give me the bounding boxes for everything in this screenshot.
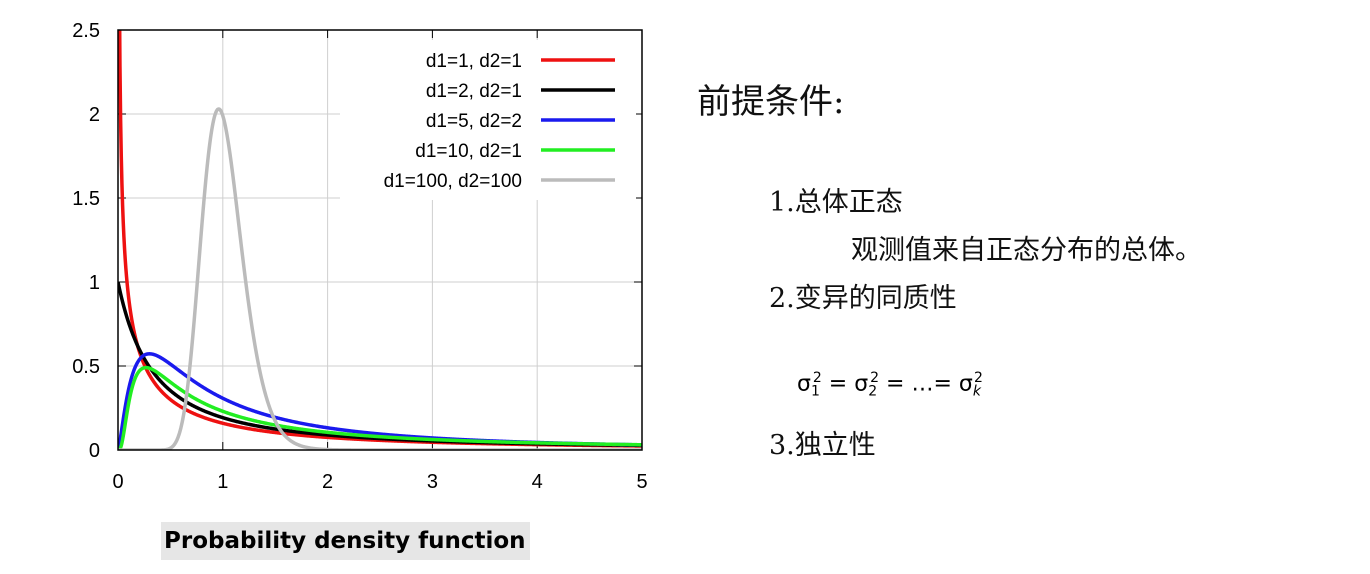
x-tick-label: 3 xyxy=(427,471,438,493)
x-tick-label: 0 xyxy=(112,471,123,493)
plot-frame xyxy=(117,29,643,451)
legend-label: d1=2, d2=1 xyxy=(426,81,522,102)
condition-normality: 1.总体正态 xyxy=(769,187,903,218)
legend-label: d1=10, d2=1 xyxy=(415,141,522,162)
superscript-2: 2 xyxy=(870,370,880,386)
variance-equality-formula: σ12 = σ22 = …= σk2 xyxy=(797,370,983,400)
x-tick-labels: 0 1 2 3 4 5 xyxy=(112,471,647,493)
condition-independence: 3.独立性 xyxy=(769,430,876,461)
legend-label: d1=100, d2=100 xyxy=(384,171,522,192)
sigma-symbol: σ xyxy=(854,371,869,397)
superscript-2: 2 xyxy=(973,370,983,386)
f-distribution-chart: d1=1, d2=1 d1=2, d2=1 d1=5, d2=2 d1=10, d2=… xyxy=(72,20,647,493)
superscript-2: 2 xyxy=(812,370,822,386)
equals-sign: = xyxy=(828,371,848,397)
x-tick-label: 4 xyxy=(532,471,543,493)
y-tick-labels: 0 0.5 1 1.5 2 2.5 xyxy=(72,20,100,462)
y-tick-label: 0 xyxy=(89,440,100,462)
sigma-symbol: σ xyxy=(797,371,811,397)
y-tick-label: 2 xyxy=(89,104,100,126)
y-tick-label: 1.5 xyxy=(72,188,100,210)
x-tick-label: 1 xyxy=(217,471,228,493)
y-tick-label: 1 xyxy=(89,272,100,294)
condition-homogeneity: 2.变异的同质性 xyxy=(769,283,957,314)
legend: d1=1, d2=1 d1=2, d2=1 d1=5, d2=2 d1=10, d2=… xyxy=(384,51,615,192)
preconditions-heading: 前提条件: xyxy=(697,82,845,122)
condition-normality-detail: 观测值来自正态分布的总体。 xyxy=(851,235,1202,266)
subscript-2: 2 xyxy=(868,383,878,400)
legend-label: d1=1, d2=1 xyxy=(426,51,522,72)
chart-caption: Probability density function xyxy=(161,522,530,560)
legend-label: d1=5, d2=2 xyxy=(426,111,522,132)
subscript-k: k xyxy=(972,383,981,400)
equals-sign: = xyxy=(933,371,952,397)
y-tick-label: 0.5 xyxy=(72,356,100,378)
x-tick-label: 5 xyxy=(636,471,647,493)
x-tick-label: 2 xyxy=(322,471,333,493)
equals-sign: = xyxy=(886,371,905,397)
sigma-symbol: σ xyxy=(958,371,973,397)
subscript-1: 1 xyxy=(810,383,820,400)
ellipsis: … xyxy=(911,371,934,397)
series-line-4 xyxy=(118,365,642,450)
y-tick-label: 2.5 xyxy=(72,20,100,42)
